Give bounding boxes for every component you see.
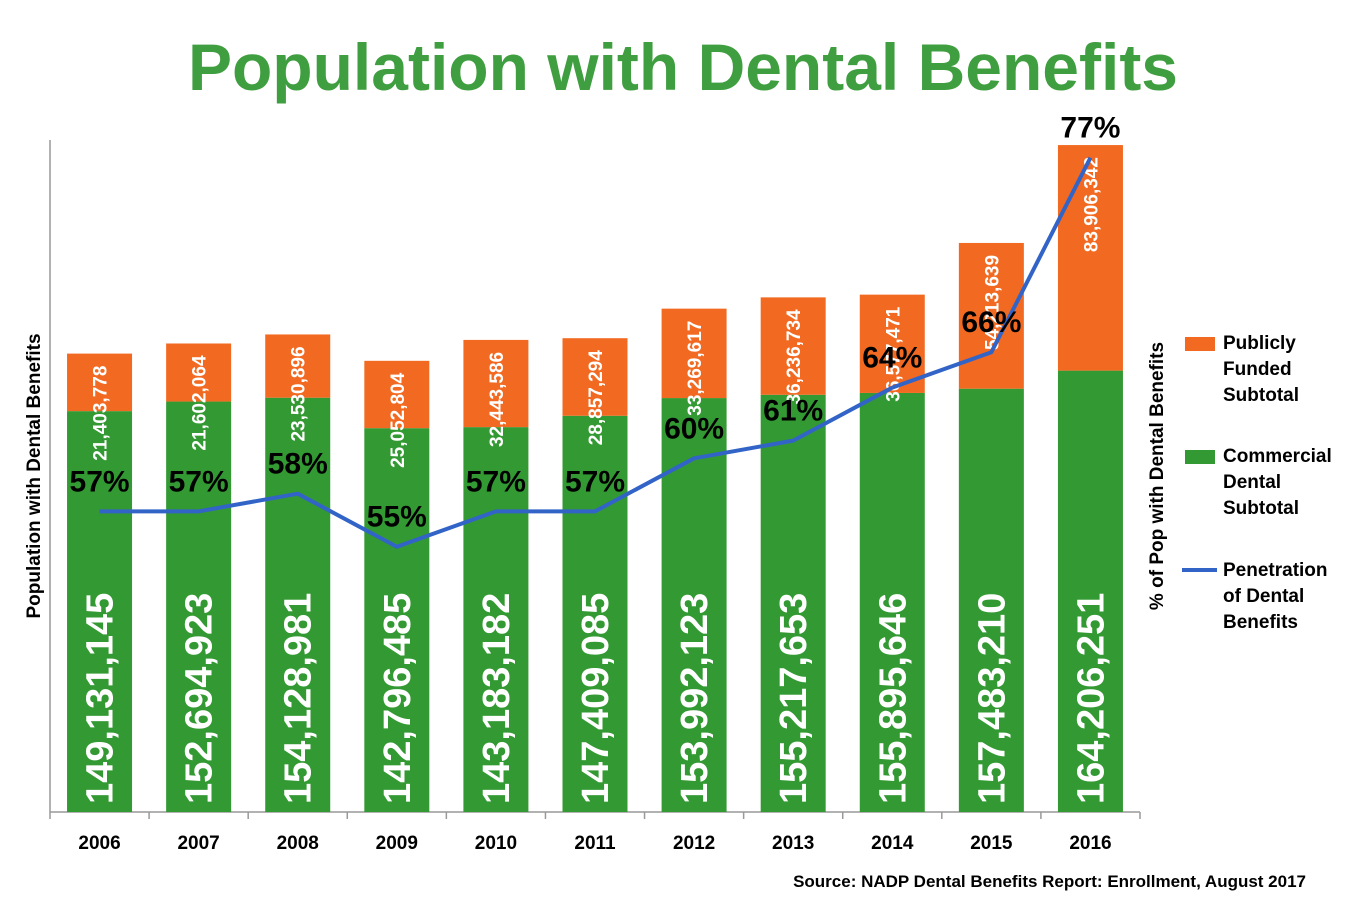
y2-axis-title: % of Pop with Dental Benefits	[1147, 342, 1168, 610]
x-tick-label-2013: 2013	[772, 833, 814, 854]
data-label-public-2010: 32,443,586	[487, 352, 508, 447]
bar-commercial-2007	[166, 401, 232, 812]
data-label-public-2014: 36,577,471	[883, 306, 904, 402]
legend-label-commercial: Dental	[1223, 472, 1281, 493]
bar-commercial-2015	[958, 388, 1024, 812]
legend: Publicly Funded Subtotal Commercial Dental Su…	[1182, 333, 1332, 633]
legend-label-penetration: Penetration	[1223, 560, 1328, 581]
data-label-public-2009: 25,052,804	[388, 372, 409, 468]
pct-label-2007: 57%	[169, 465, 229, 498]
penetration-line	[99, 156, 1093, 549]
bar-public-2006	[67, 353, 133, 412]
data-label-commercial-2009: 142,796,485	[377, 593, 419, 804]
bar-commercial-2006	[67, 411, 133, 812]
bar-public-2016	[1057, 145, 1123, 371]
pct-label-2014: 64%	[862, 342, 922, 375]
data-label-commercial-2015: 157,483,210	[971, 593, 1013, 804]
x-tick-label-2014: 2014	[871, 833, 914, 854]
y-axis-title: Population with Dental Benefits	[24, 333, 45, 618]
bar-public-2014	[859, 294, 925, 393]
pct-label-2015: 66%	[961, 306, 1021, 339]
bar-public-2008	[265, 334, 331, 398]
bar-public-2010	[463, 339, 529, 428]
data-label-public-2006: 21,403,778	[91, 366, 112, 461]
x-tick-label-2009: 2009	[376, 833, 418, 854]
legend-label-penetration: of Dental	[1223, 586, 1304, 607]
data-label-public-2011: 28,857,294	[586, 350, 607, 446]
x-tick-label-2011: 2011	[574, 833, 616, 854]
data-label-public-2015: 54,213,639	[982, 255, 1003, 350]
bar-commercial-2016	[1057, 370, 1123, 812]
x-axis-labels: 2006 2007 2008 2009 2010 2011 2012 2013 2014 2015…	[78, 833, 1111, 854]
pct-label-2016: 77%	[1060, 112, 1120, 145]
legend-item-penetration: Penetration of Dental Benefits	[1182, 560, 1328, 633]
bar-public-2012	[661, 308, 727, 399]
chart-title: Population with Dental Benefits	[188, 30, 1178, 104]
x-tick-label-2012: 2012	[673, 833, 715, 854]
bar-commercial-2012	[661, 398, 727, 812]
x-tick-label-2010: 2010	[475, 833, 517, 854]
data-label-commercial-2012: 153,992,123	[674, 593, 716, 804]
legend-swatch-commercial	[1185, 450, 1215, 464]
pct-label-2013: 61%	[763, 395, 823, 428]
data-label-commercial-2006: 149,131,145	[80, 593, 122, 804]
bar-public-2013	[760, 297, 826, 395]
legend-label-commercial: Subtotal	[1223, 498, 1299, 519]
legend-item-commercial: Commercial Dental Subtotal	[1185, 446, 1332, 519]
bar-commercial-2011	[562, 415, 628, 812]
data-label-commercial-2016: 164,206,251	[1070, 593, 1112, 804]
legend-label-public: Publicly	[1223, 333, 1296, 354]
legend-label-public: Subtotal	[1223, 385, 1299, 406]
x-tick-label-2006: 2006	[78, 833, 120, 854]
bar-commercial-2009	[364, 428, 430, 812]
pct-label-2012: 60%	[664, 412, 724, 445]
data-label-commercial-2014: 155,895,646	[872, 593, 914, 804]
x-tick-label-2015: 2015	[970, 833, 1013, 854]
bar-commercial-2013	[760, 394, 826, 812]
data-label-commercial-2008: 154,128,981	[278, 593, 320, 804]
legend-swatch-public	[1185, 337, 1215, 351]
data-label-commercial-2010: 143,183,182	[476, 593, 518, 804]
pct-label-2011: 57%	[565, 465, 625, 498]
bar-public-2011	[562, 338, 628, 416]
pct-label-2006: 57%	[70, 465, 130, 498]
source-note: Source: NADP Dental Benefits Report: Enr…	[793, 872, 1306, 891]
data-label-public-2016: 83,906,342	[1081, 157, 1102, 252]
x-tick-label-2007: 2007	[177, 833, 219, 854]
pct-label-2008: 58%	[268, 448, 328, 481]
penetration-line-group: 57% 57% 58% 55% 57% 57% 60% 61% 64% 66% 77%	[70, 112, 1120, 549]
legend-label-public: Funded	[1223, 359, 1292, 380]
legend-label-commercial: Commercial	[1223, 446, 1332, 467]
data-label-public-2008: 23,530,896	[289, 346, 310, 441]
x-tick-label-2016: 2016	[1069, 833, 1111, 854]
data-label-commercial-2007: 152,694,923	[179, 593, 221, 804]
data-label-commercial-2011: 147,409,085	[575, 593, 617, 804]
data-label-public-2007: 21,602,064	[190, 355, 211, 451]
data-label-public-2013: 36,236,734	[784, 309, 805, 405]
bar-public-2009	[364, 360, 430, 429]
bar-group: 149,131,145 21,403,778 152,694,923 21,602,0…	[67, 145, 1123, 812]
x-axis-ticks	[49, 812, 1141, 819]
bar-public-2015	[958, 242, 1024, 389]
bar-commercial-2014	[859, 392, 925, 812]
legend-item-public: Publicly Funded Subtotal	[1185, 333, 1299, 406]
legend-label-penetration: Benefits	[1223, 612, 1298, 633]
bar-public-2007	[166, 343, 232, 402]
pct-label-2009: 55%	[367, 501, 427, 534]
x-tick-label-2008: 2008	[277, 833, 319, 854]
pct-label-2010: 57%	[466, 465, 526, 498]
bar-commercial-2010	[463, 427, 529, 812]
data-label-commercial-2013: 155,217,653	[773, 593, 815, 804]
bar-commercial-2008	[265, 397, 331, 812]
data-label-public-2012: 33,269,617	[685, 321, 706, 416]
